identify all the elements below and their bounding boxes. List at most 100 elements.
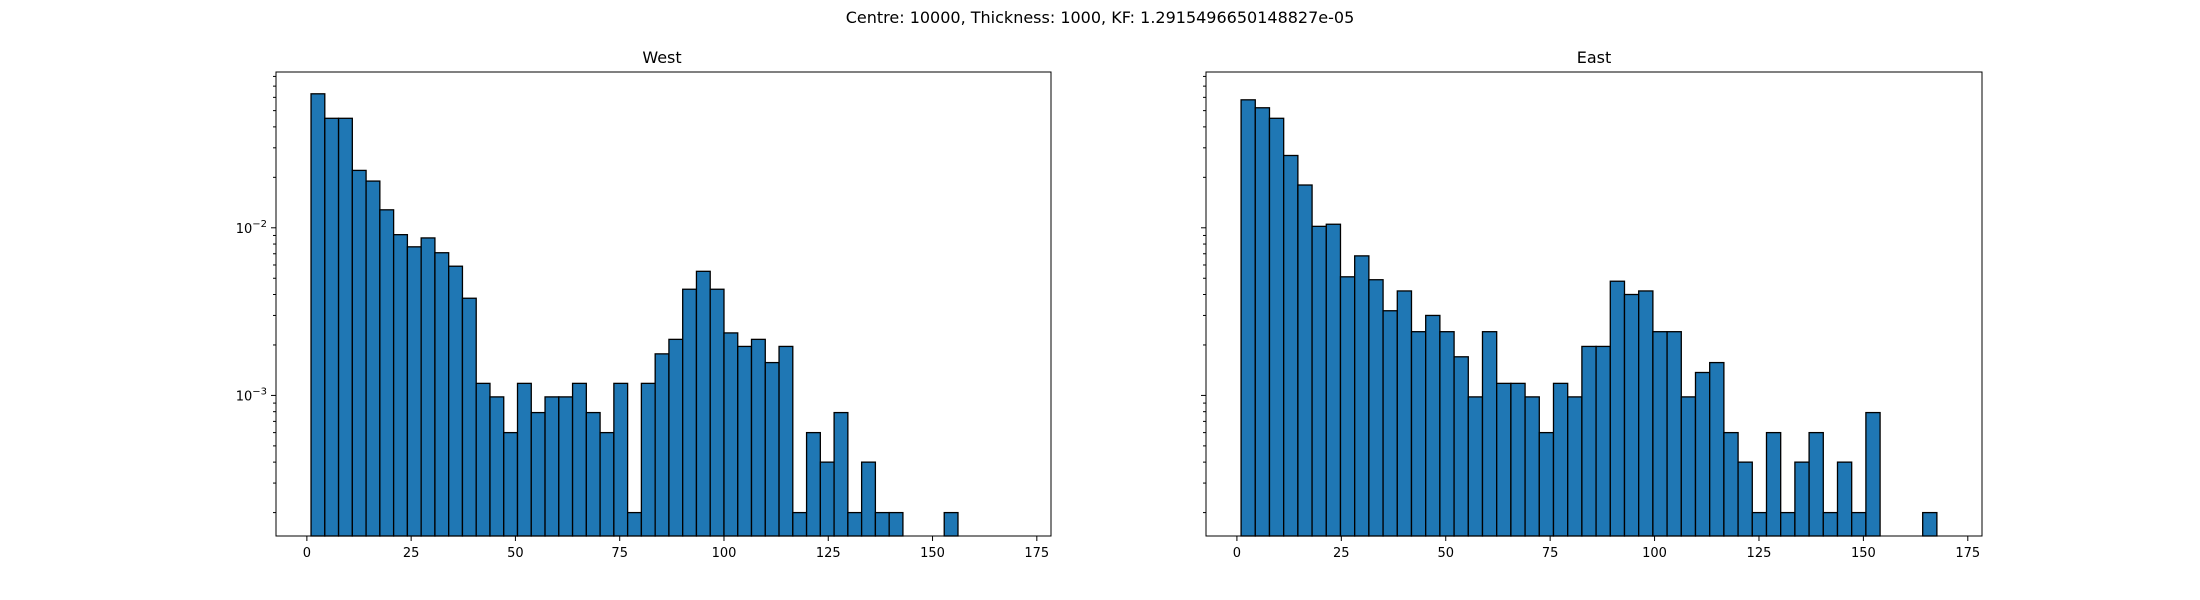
west-bar [943, 511, 959, 537]
east-bar [1737, 461, 1753, 537]
east-histogram: East 0 25 50 75 100 125 150 175 [1201, 48, 1983, 561]
east-bar [1922, 511, 1938, 537]
west-bar [420, 237, 436, 537]
west-bar [860, 461, 877, 537]
west-bar [764, 361, 780, 537]
west-x-tick-label: 125 [816, 546, 841, 561]
west-bar [750, 338, 766, 537]
west-bar [709, 288, 725, 537]
west-bar [805, 431, 821, 537]
west-bar [558, 396, 574, 537]
east-x-tick-label: 125 [1747, 546, 1772, 561]
east-bar [1723, 431, 1739, 537]
west-bar [668, 338, 684, 537]
west-bar [461, 297, 477, 537]
west-bar [847, 511, 863, 537]
west-axes-frame [275, 71, 1052, 537]
east-bar [1382, 310, 1398, 537]
west-bar [571, 382, 587, 537]
west-bar [695, 270, 711, 537]
west-bar [544, 396, 560, 537]
east-bar [1680, 396, 1697, 537]
east-bar [1836, 461, 1853, 537]
west-bar [337, 117, 353, 537]
east-title: East [1577, 48, 1612, 67]
west-bar [406, 246, 422, 537]
west-bar [792, 511, 808, 537]
west-y-tick-label: 10−3 [236, 386, 267, 404]
east-bar [1851, 511, 1867, 537]
east-bar [1567, 396, 1583, 537]
west-bar [682, 288, 698, 537]
east-bar [1780, 511, 1796, 537]
east-x-tick-label: 175 [1955, 546, 1980, 561]
east-bar [1410, 331, 1427, 537]
east-bar [1552, 382, 1569, 537]
west-x-tick-label: 75 [611, 546, 628, 561]
east-bar [1453, 356, 1469, 537]
west-y-tick-label: 10−2 [236, 219, 267, 237]
east-bar [1581, 345, 1597, 537]
east-bar [1439, 331, 1455, 537]
east-bar [1467, 396, 1484, 537]
west-bar [874, 511, 890, 537]
east-bar [1510, 382, 1526, 537]
west-bar [324, 117, 340, 537]
west-bar [737, 345, 753, 537]
east-bar [1623, 293, 1640, 537]
west-x-tick-label: 100 [712, 546, 737, 561]
west-bar [516, 382, 532, 537]
west-bar [585, 411, 601, 537]
west-bar [475, 382, 491, 537]
west-bar [654, 353, 670, 537]
east-bar [1368, 279, 1384, 537]
west-bar [640, 382, 656, 537]
west-bars [310, 93, 959, 537]
west-bar [819, 461, 835, 537]
east-bar [1808, 431, 1824, 537]
east-bar [1709, 361, 1725, 537]
east-bar [1254, 107, 1271, 537]
west-x-tick-label: 50 [507, 546, 524, 561]
west-bar [888, 511, 904, 537]
west-bar [392, 234, 409, 537]
east-bar [1283, 154, 1299, 537]
east-bar [1339, 276, 1356, 537]
east-bar [1325, 223, 1342, 537]
east-x-tick-label: 75 [1542, 546, 1559, 561]
east-bar [1524, 396, 1540, 537]
east-bar [1481, 331, 1498, 537]
east-x-tick-label: 150 [1851, 546, 1876, 561]
east-bars [1240, 99, 1938, 537]
east-bar [1694, 371, 1711, 537]
west-bar [613, 382, 629, 537]
west-bar [448, 265, 464, 537]
east-bar [1751, 511, 1768, 537]
west-bar [365, 180, 381, 537]
east-bar [1496, 382, 1512, 537]
west-bar [530, 411, 546, 537]
west-bar [833, 411, 849, 537]
east-axes-frame [1205, 71, 1983, 537]
west-bar [310, 93, 326, 537]
east-bar [1538, 431, 1555, 537]
east-bar [1425, 314, 1441, 537]
east-bar [1638, 290, 1654, 537]
west-bar [434, 252, 450, 537]
east-bar [1666, 331, 1682, 537]
east-bar [1268, 117, 1285, 537]
east-bar [1595, 345, 1611, 537]
east-x-tick-label: 100 [1642, 546, 1667, 561]
east-bar [1822, 511, 1839, 537]
west-bar [723, 332, 739, 537]
west-bar [351, 169, 367, 537]
east-bar [1794, 461, 1810, 537]
west-x-tick-label: 0 [303, 546, 311, 561]
east-x-tick-label: 50 [1437, 546, 1454, 561]
east-bar [1354, 255, 1370, 537]
east-x-tick-label: 0 [1233, 546, 1241, 561]
west-x-tick-label: 150 [920, 546, 945, 561]
west-bar [489, 396, 505, 537]
east-bar [1652, 331, 1668, 537]
east-bar [1765, 431, 1782, 537]
